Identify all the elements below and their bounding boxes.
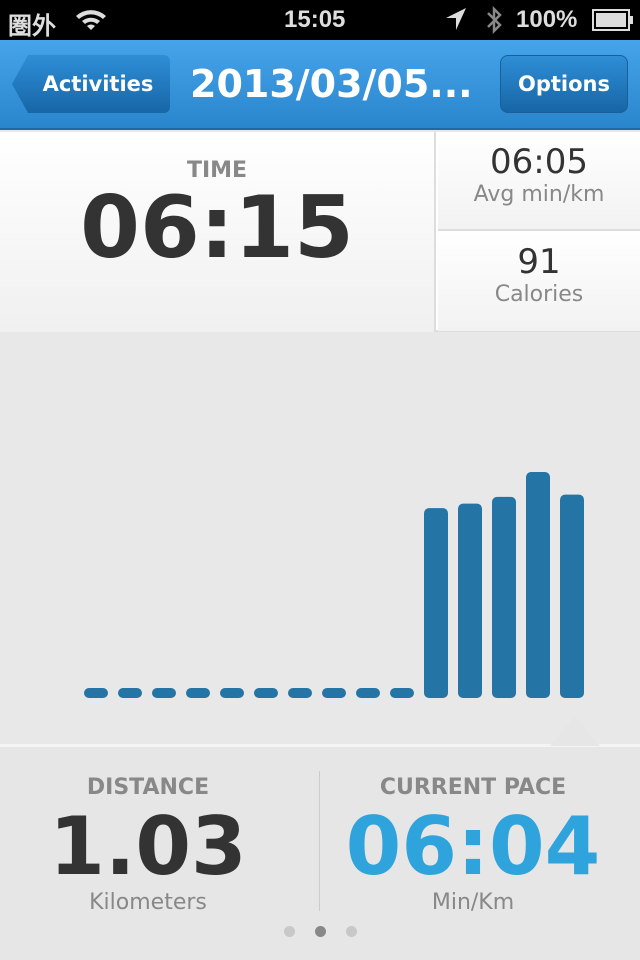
divider [319, 771, 320, 911]
battery-icon [592, 9, 634, 38]
chart-bar[interactable] [322, 688, 346, 698]
clock: 15:05 [284, 6, 346, 33]
page-dot[interactable] [314, 926, 326, 937]
status-bar: 圏外 15:05 100% [0, 0, 640, 40]
distance-stat: DISTANCE 1.03 Kilometers [0, 775, 308, 915]
page-indicator[interactable] [0, 922, 640, 941]
pace-unit: Min/Km [431, 890, 515, 915]
wifi-icon [74, 6, 108, 39]
distance-label: DISTANCE [86, 775, 210, 800]
chart-bar[interactable] [118, 688, 142, 698]
bluetooth-icon [484, 5, 504, 41]
chart-bar[interactable] [288, 688, 312, 698]
stats-panel: TIME 06:15 06:05 Avg min/km 91 Calories [0, 132, 640, 332]
page-dot[interactable] [345, 926, 357, 937]
chart-bar[interactable] [356, 688, 380, 698]
navigation-bar: Activities 2013/03/05... Options [0, 40, 640, 130]
chart-bar[interactable] [390, 688, 414, 698]
time-stat: TIME 06:15 [0, 132, 436, 332]
page-title: 2013/03/05... [190, 62, 473, 106]
pace-label: CURRENT PACE [379, 775, 567, 800]
chart-bar[interactable] [492, 496, 516, 698]
avg-pace-value: 06:05 [490, 142, 588, 182]
summary-panel: DISTANCE 1.03 Kilometers CURRENT PACE 06… [0, 744, 640, 960]
distance-unit: Kilometers [89, 890, 207, 915]
page-dot[interactable] [283, 926, 295, 937]
time-label: TIME [186, 158, 248, 183]
chart-bar[interactable] [152, 688, 176, 698]
chart-bar[interactable] [458, 503, 482, 698]
chart-bar[interactable] [84, 688, 108, 698]
time-value: 06:15 [80, 178, 354, 278]
distance-value: 1.03 [49, 800, 247, 893]
location-icon [444, 6, 468, 39]
back-button[interactable]: Activities [12, 55, 170, 113]
calories-unit: Calories [494, 282, 584, 307]
calories-value: 91 [517, 242, 561, 282]
chart-bar[interactable] [186, 688, 210, 698]
chart-bar[interactable] [254, 688, 278, 698]
chart-bar[interactable] [526, 472, 550, 698]
chart-bar[interactable] [560, 494, 584, 698]
avg-pace-stat: 06:05 Avg min/km [438, 132, 640, 231]
chart-bar[interactable] [220, 688, 244, 698]
calories-stat: 91 Calories [438, 232, 640, 331]
carrier: 圏外 [8, 13, 56, 40]
battery-percent: 100% [516, 6, 578, 33]
current-pace-stat: CURRENT PACE 06:04 Min/Km [313, 775, 633, 915]
avg-pace-unit: Avg min/km [473, 182, 605, 207]
chart-bar[interactable] [424, 508, 448, 698]
pace-value: 06:04 [345, 800, 601, 893]
pace-bar-chart[interactable] [0, 334, 640, 744]
options-button[interactable]: Options [500, 55, 628, 113]
